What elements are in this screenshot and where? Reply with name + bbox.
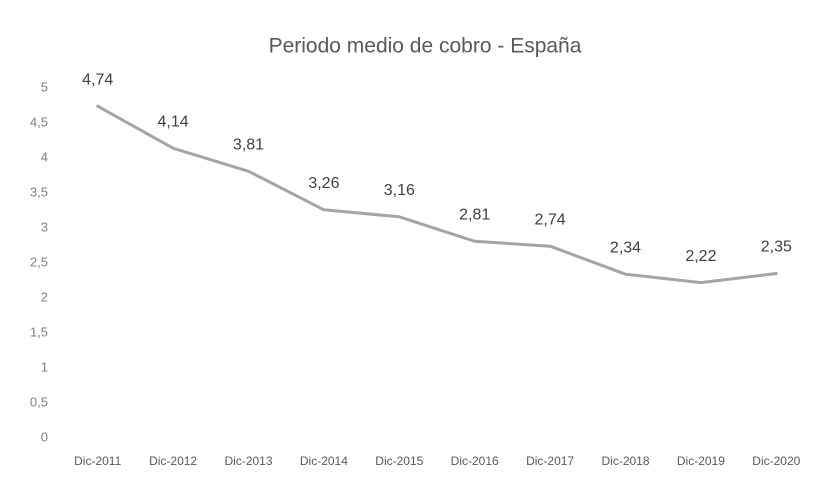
x-tick-label: Dic-2011 <box>74 454 121 468</box>
data-label: 2,34 <box>610 239 641 256</box>
y-tick-label: 4 <box>41 149 48 164</box>
x-tick-label: Dic-2017 <box>526 454 574 468</box>
y-tick-label: 1 <box>41 359 48 374</box>
data-label: 4,14 <box>158 113 189 130</box>
y-tick-label: 4,5 <box>30 114 48 129</box>
data-label: 4,74 <box>82 71 113 88</box>
y-tick-label: 0,5 <box>30 394 48 409</box>
x-tick-label: Dic-2018 <box>601 454 649 468</box>
data-label: 3,26 <box>308 175 339 192</box>
y-tick-label: 2 <box>41 289 48 304</box>
y-tick-label: 1,5 <box>30 324 48 339</box>
data-label: 2,81 <box>459 207 490 224</box>
y-tick-label: 3,5 <box>30 184 48 199</box>
x-tick-label: Dic-2012 <box>149 454 197 468</box>
data-label: 2,22 <box>685 248 716 265</box>
data-label: 2,35 <box>761 239 792 256</box>
data-label: 2,74 <box>535 211 566 228</box>
y-tick-label: 2,5 <box>30 254 48 269</box>
x-tick-label: Dic-2020 <box>752 454 800 468</box>
y-tick-label: 3 <box>41 219 48 234</box>
x-tick-label: Dic-2014 <box>300 454 348 468</box>
data-label: 3,81 <box>233 137 264 154</box>
x-tick-label: Dic-2013 <box>224 454 272 468</box>
chart-title: Periodo medio de cobro - España <box>269 35 582 58</box>
x-tick-label: Dic-2016 <box>451 454 499 468</box>
y-tick-label: 0 <box>41 429 48 444</box>
x-tick-label: Dic-2015 <box>375 454 423 468</box>
y-tick-label: 5 <box>41 79 48 94</box>
x-tick-label: Dic-2019 <box>677 454 725 468</box>
data-line <box>96 104 778 285</box>
data-label: 3,16 <box>384 182 415 199</box>
